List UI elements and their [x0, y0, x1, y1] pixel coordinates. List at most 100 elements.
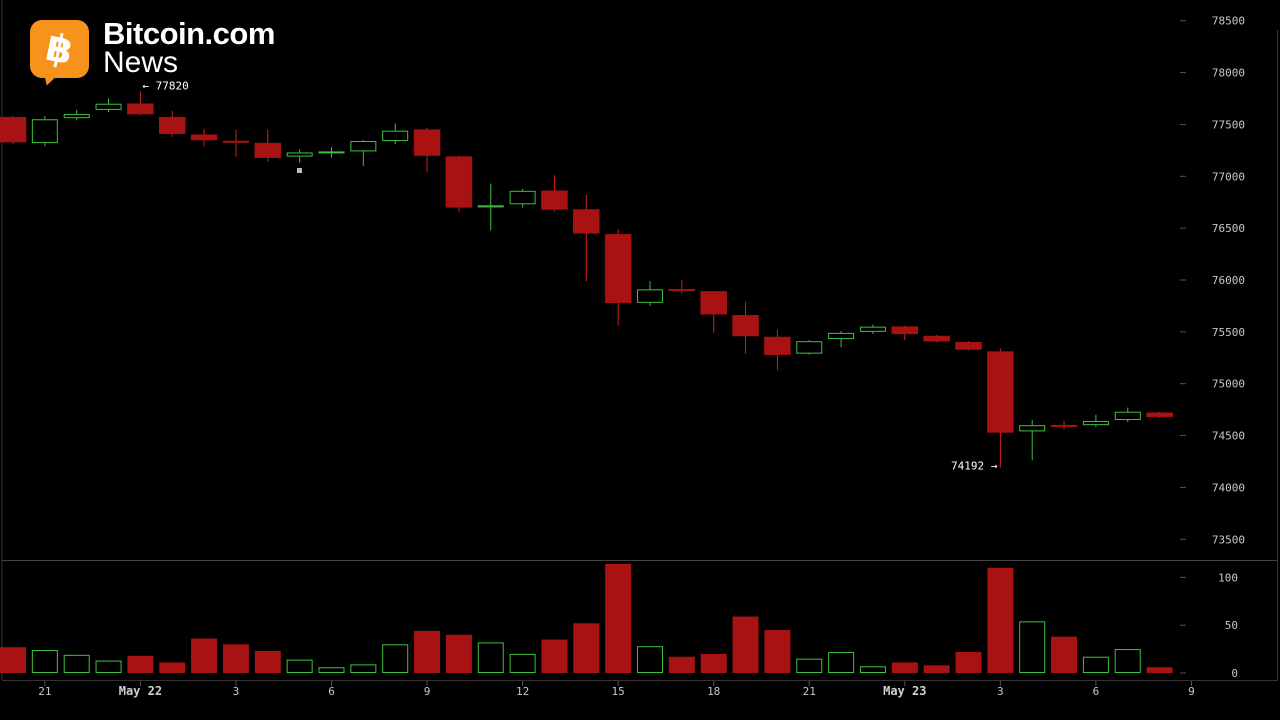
candle-down [1050, 421, 1078, 430]
volume-bar-down [764, 629, 791, 673]
candle-down [604, 229, 632, 326]
volume-bar-down [891, 662, 918, 673]
volume-bar-down [191, 638, 218, 673]
candle-up [350, 140, 377, 166]
candle-body [637, 289, 663, 303]
candle-down [987, 348, 1014, 468]
low-price-annotation: 74192 → [951, 459, 998, 472]
price-tick-label: 78500 [1212, 15, 1245, 28]
price-tick-label: 77500 [1212, 118, 1245, 131]
time-tick-label: 21 [38, 685, 51, 698]
time-tick-label: 9 [1188, 685, 1195, 698]
price-tick-label: 75000 [1212, 378, 1245, 391]
price-annotations: ← 77820 74192 → [142, 79, 997, 472]
candle-down [573, 194, 600, 282]
candle-up [318, 147, 345, 158]
volume-bar-up [286, 659, 313, 674]
candle-body [1146, 412, 1173, 418]
volume-tick-label: 50 [1225, 619, 1238, 632]
time-tick-label: 6 [328, 685, 335, 698]
volume-tick-label: 100 [1218, 571, 1238, 584]
candle-body [541, 190, 568, 210]
volume-bar-down [923, 665, 950, 673]
candle-down [541, 175, 568, 212]
candle-body [1050, 424, 1078, 427]
candle-up [63, 109, 90, 121]
candle-up [477, 183, 504, 231]
volume-bar-up [318, 667, 345, 673]
candle-up [509, 188, 536, 208]
candle-body [573, 209, 600, 234]
price-tick-label: 74500 [1212, 430, 1245, 443]
volume-bar-up [1082, 656, 1109, 674]
volume-bar-down [987, 567, 1014, 673]
candlestick-series [0, 91, 1173, 468]
candle-up [796, 340, 823, 355]
candle-down [190, 128, 218, 147]
volume-tick-label: 0 [1231, 667, 1238, 680]
volume-bar-up [382, 644, 409, 673]
time-tick-label: 15 [612, 685, 625, 698]
price-tick-label: 77000 [1212, 170, 1245, 183]
candle-body [477, 205, 504, 208]
volume-bar-down [127, 655, 154, 673]
candle-up [95, 98, 122, 112]
candle-body [700, 291, 727, 315]
price-tick-label: 74000 [1212, 481, 1245, 494]
candle-body [923, 335, 950, 342]
candle-body [764, 336, 791, 355]
volume-bar-up [95, 660, 122, 674]
volume-bar-down [541, 639, 568, 673]
price-tick-label: 75500 [1212, 326, 1245, 339]
candle-body [859, 326, 886, 332]
candle-down [923, 334, 950, 343]
volume-bar-up [1114, 649, 1141, 674]
candle-down [159, 110, 186, 137]
volume-bar-up [509, 653, 536, 674]
volume-bar-down [700, 653, 727, 673]
volume-bar-up [859, 666, 886, 673]
volume-bar-up [477, 642, 504, 673]
volume-bar-down [414, 630, 441, 673]
bitcoin-logo-badge [30, 20, 89, 78]
time-tick-label: 6 [1093, 685, 1100, 698]
time-tick-label: 3 [997, 685, 1004, 698]
candle-body [95, 103, 122, 110]
candle-body [604, 234, 632, 304]
marker-dot [297, 168, 302, 173]
volume-bar-down [605, 563, 632, 673]
candle-up [286, 149, 313, 163]
candle-down [764, 329, 791, 371]
candle-body [796, 341, 823, 354]
candle-body [350, 141, 377, 152]
volume-bar-down [1051, 636, 1078, 673]
candle-body [190, 134, 218, 141]
price-tick-label: 76000 [1212, 274, 1245, 287]
volume-bar-down [0, 647, 26, 673]
candle-up [637, 281, 663, 306]
volume-bar-down [573, 623, 600, 673]
candle-body [955, 341, 982, 350]
candle-body [891, 326, 919, 335]
price-axis: 73500 74000 74500 75000 75500 76000 76500 77000… [1180, 15, 1245, 546]
candle-body [1114, 411, 1141, 421]
candle-body [1019, 425, 1046, 432]
candle-up [1114, 407, 1141, 423]
volume-series [0, 563, 1173, 674]
candle-body [127, 103, 154, 115]
volume-bar-down [159, 662, 186, 673]
candle-body [0, 116, 27, 143]
candle-body [509, 190, 536, 205]
candle-down [955, 341, 982, 351]
candle-up [1019, 420, 1046, 461]
volume-bar-up [31, 650, 58, 673]
candle-up [1082, 414, 1109, 428]
volume-bar-up [637, 646, 663, 674]
candle-down [413, 127, 441, 173]
volume-bar-down [254, 651, 281, 673]
time-tick-label: 9 [424, 685, 431, 698]
candle-body [31, 119, 58, 144]
candle-down [0, 116, 27, 145]
candle-down [445, 155, 473, 212]
